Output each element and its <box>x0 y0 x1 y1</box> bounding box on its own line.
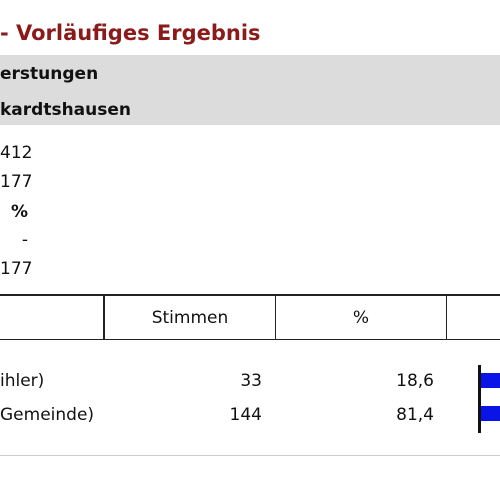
row-percent: 81,4 <box>396 405 434 425</box>
summary-value: 412 <box>0 143 33 163</box>
bar-axis <box>478 365 481 433</box>
row-votes: 144 <box>229 405 262 425</box>
row-percent: 18,6 <box>396 371 434 391</box>
table-bottom-border <box>0 455 500 456</box>
row-label: ihler) <box>0 371 45 391</box>
band-line: kardtshausen <box>0 100 132 120</box>
summary-value: 177 <box>0 259 33 279</box>
column-header: Stimmen <box>151 308 229 328</box>
summary-value: 177 <box>0 172 33 192</box>
column-divider <box>275 294 276 340</box>
gray-band <box>0 55 500 125</box>
result-bar <box>481 406 500 421</box>
result-bar <box>481 373 500 388</box>
column-divider <box>103 294 105 340</box>
column-divider <box>446 294 447 340</box>
summary-value: - <box>21 230 28 250</box>
header-bottom-border <box>0 339 500 340</box>
row-votes: 33 <box>240 371 262 391</box>
page-title: - Vorläufiges Ergebnis <box>0 21 261 45</box>
band-line: erstungen <box>0 64 99 84</box>
column-header: % <box>352 308 370 328</box>
table-top-border <box>0 294 500 296</box>
summary-value: % <box>10 202 28 222</box>
row-label: Gemeinde) <box>0 405 95 425</box>
